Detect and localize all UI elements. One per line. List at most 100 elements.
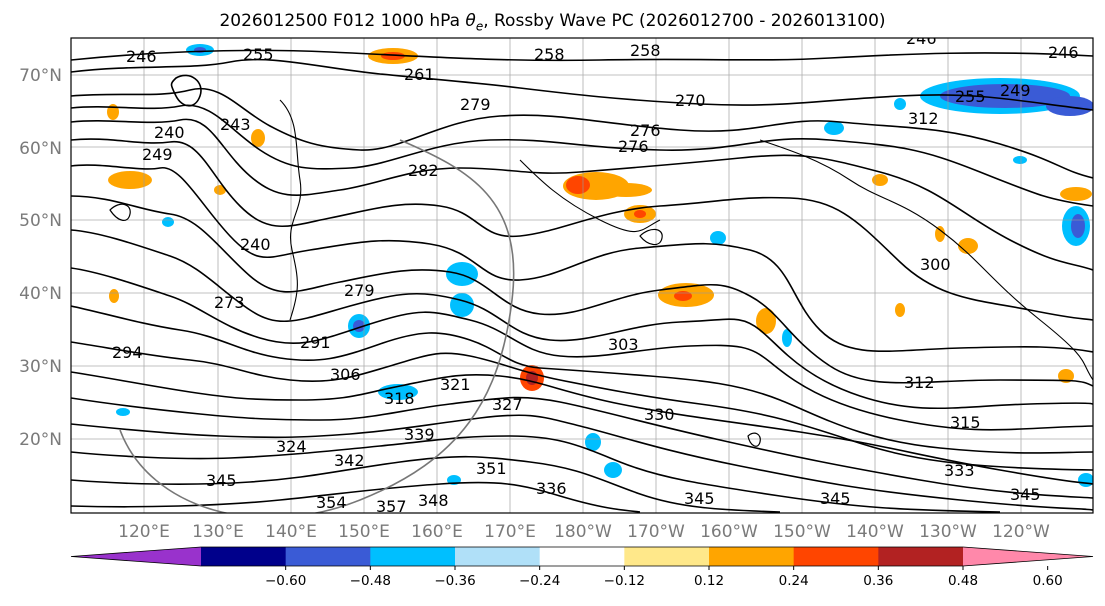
contour-label: 345 [820,489,851,508]
colorbar-segment [539,547,625,566]
title-suffix: , Rossby Wave PC (2026012700 - 202601310… [483,11,886,31]
negative-anomaly-patch [1078,473,1093,487]
contour-label: 279 [460,95,491,114]
positive-anomaly-patch [1058,369,1074,383]
positive-anomaly-patch [566,176,590,194]
contour-label: 303 [608,335,639,354]
contour-label: 246 [1048,43,1079,62]
contour-label: 300 [920,255,951,274]
colorbar-segment [370,547,456,566]
latitude-labels: 70°N 60°N 50°N 40°N 30°N 20°N [19,66,62,450]
lon-label: 140°W [846,522,904,542]
negative-anomaly-patch [604,462,622,478]
negative-anomaly-patch [162,217,174,227]
contour-label: 324 [276,437,307,456]
map-title: 2026012500 F012 1000 hPa θe, Rossby Wave… [0,11,1105,33]
lon-label: 170°W [627,522,685,542]
contour-label: 240 [154,123,185,142]
contour-label: 276 [630,121,661,140]
contour-label: 336 [536,479,567,498]
colorbar-tick-label: 0.24 [779,573,809,589]
contour-label: 282 [408,161,439,180]
lat-label: 20°N [19,430,62,450]
colorbar-extend-min [71,547,201,566]
positive-anomaly-patch [1060,187,1092,201]
contour-label: 345 [684,489,715,508]
contour-label: 258 [534,45,565,64]
positive-anomaly-patch [634,210,646,218]
colorbar-segment [793,547,879,566]
reference-circle [119,139,515,513]
title-prefix: 2026012500 F012 1000 hPa [219,11,466,31]
lon-label: 150°W [773,522,831,542]
colorbar-segment [624,547,710,566]
colorbar-tick-label: −0.36 [434,573,475,589]
colorbar-tick-label: 0.48 [948,573,978,589]
contour-label: 321 [440,375,471,394]
theta-e-symbol: θe [465,11,484,34]
lon-label: 150°E [338,522,390,542]
contour-label: 261 [404,65,435,84]
map-panel: 246 255 258 240 261 258 246 246 243 240 … [71,38,1093,516]
lat-label: 30°N [19,357,62,377]
lon-label: 120°E [118,522,170,542]
contour-label: 348 [418,491,449,510]
longitude-labels: 120°E 130°E 140°E 150°E 160°E 170°E 180°… [118,522,1050,542]
contour-label: 249 [142,145,173,164]
contour-label: 345 [1010,485,1041,504]
lon-label: 130°E [192,522,244,542]
positive-anomaly-patch [674,291,692,301]
contour-label: 276 [618,137,649,156]
map-gridlines [71,38,1093,513]
contour-label: 258 [630,41,661,60]
contour-label-group: 246 255 258 240 261 258 246 246 243 240 … [112,38,1079,516]
colorbar-outline [70,546,1094,567]
positive-anomaly-patch [251,129,265,147]
colorbar-tick-label: −0.24 [519,573,560,589]
negative-anomaly-patch [782,329,792,347]
negative-anomaly-patch [116,408,130,416]
colorbar-segment [455,547,541,566]
contour-label: 327 [492,395,523,414]
contour-label: 255 [243,45,274,64]
contour-label: 240 [240,235,271,254]
contour-label: 345 [206,471,237,490]
lat-label: 70°N [19,66,62,86]
colorbar-segment [201,547,287,566]
lat-label: 50°N [19,211,62,231]
contour-label: 279 [344,281,375,300]
contour-label: 312 [908,109,939,128]
colorbar-tick-label: −0.48 [350,573,391,589]
lon-label: 160°W [700,522,758,542]
contour-label: 270 [675,91,706,110]
contour-label: 255 [955,87,986,106]
contour-label: 306 [330,365,361,384]
contour-label: 315 [950,413,981,432]
contour-label: 318 [384,389,415,408]
negative-anomaly-patch [894,98,906,110]
positive-anomaly-patch [214,185,226,195]
contour-label: 351 [476,459,507,478]
negative-anomaly-patch [1046,96,1093,116]
contour-label: 357 [376,497,407,516]
contour-label: 294 [112,343,143,362]
contour-label: 273 [214,293,245,312]
lon-label: 130°W [919,522,977,542]
colorbar-extend-max [963,547,1093,566]
negative-anomaly-patch [710,231,726,245]
contour-label: 339 [404,425,435,444]
anomaly-shading [107,44,1093,487]
theta-e-contours [71,49,1093,513]
negative-anomaly-patch [450,293,474,317]
positive-anomaly-patch [958,238,978,254]
lat-label: 40°N [19,284,62,304]
contour-label: 330 [644,405,675,424]
negative-anomaly-patch [940,84,1070,108]
colorbar-segment [709,547,795,566]
positive-anomaly-patch [756,308,776,334]
contour-label: 354 [316,493,347,512]
contour-label: 291 [300,333,331,352]
positive-anomaly-patch [600,183,652,197]
colorbar-tick-label: 0.60 [1033,573,1063,589]
